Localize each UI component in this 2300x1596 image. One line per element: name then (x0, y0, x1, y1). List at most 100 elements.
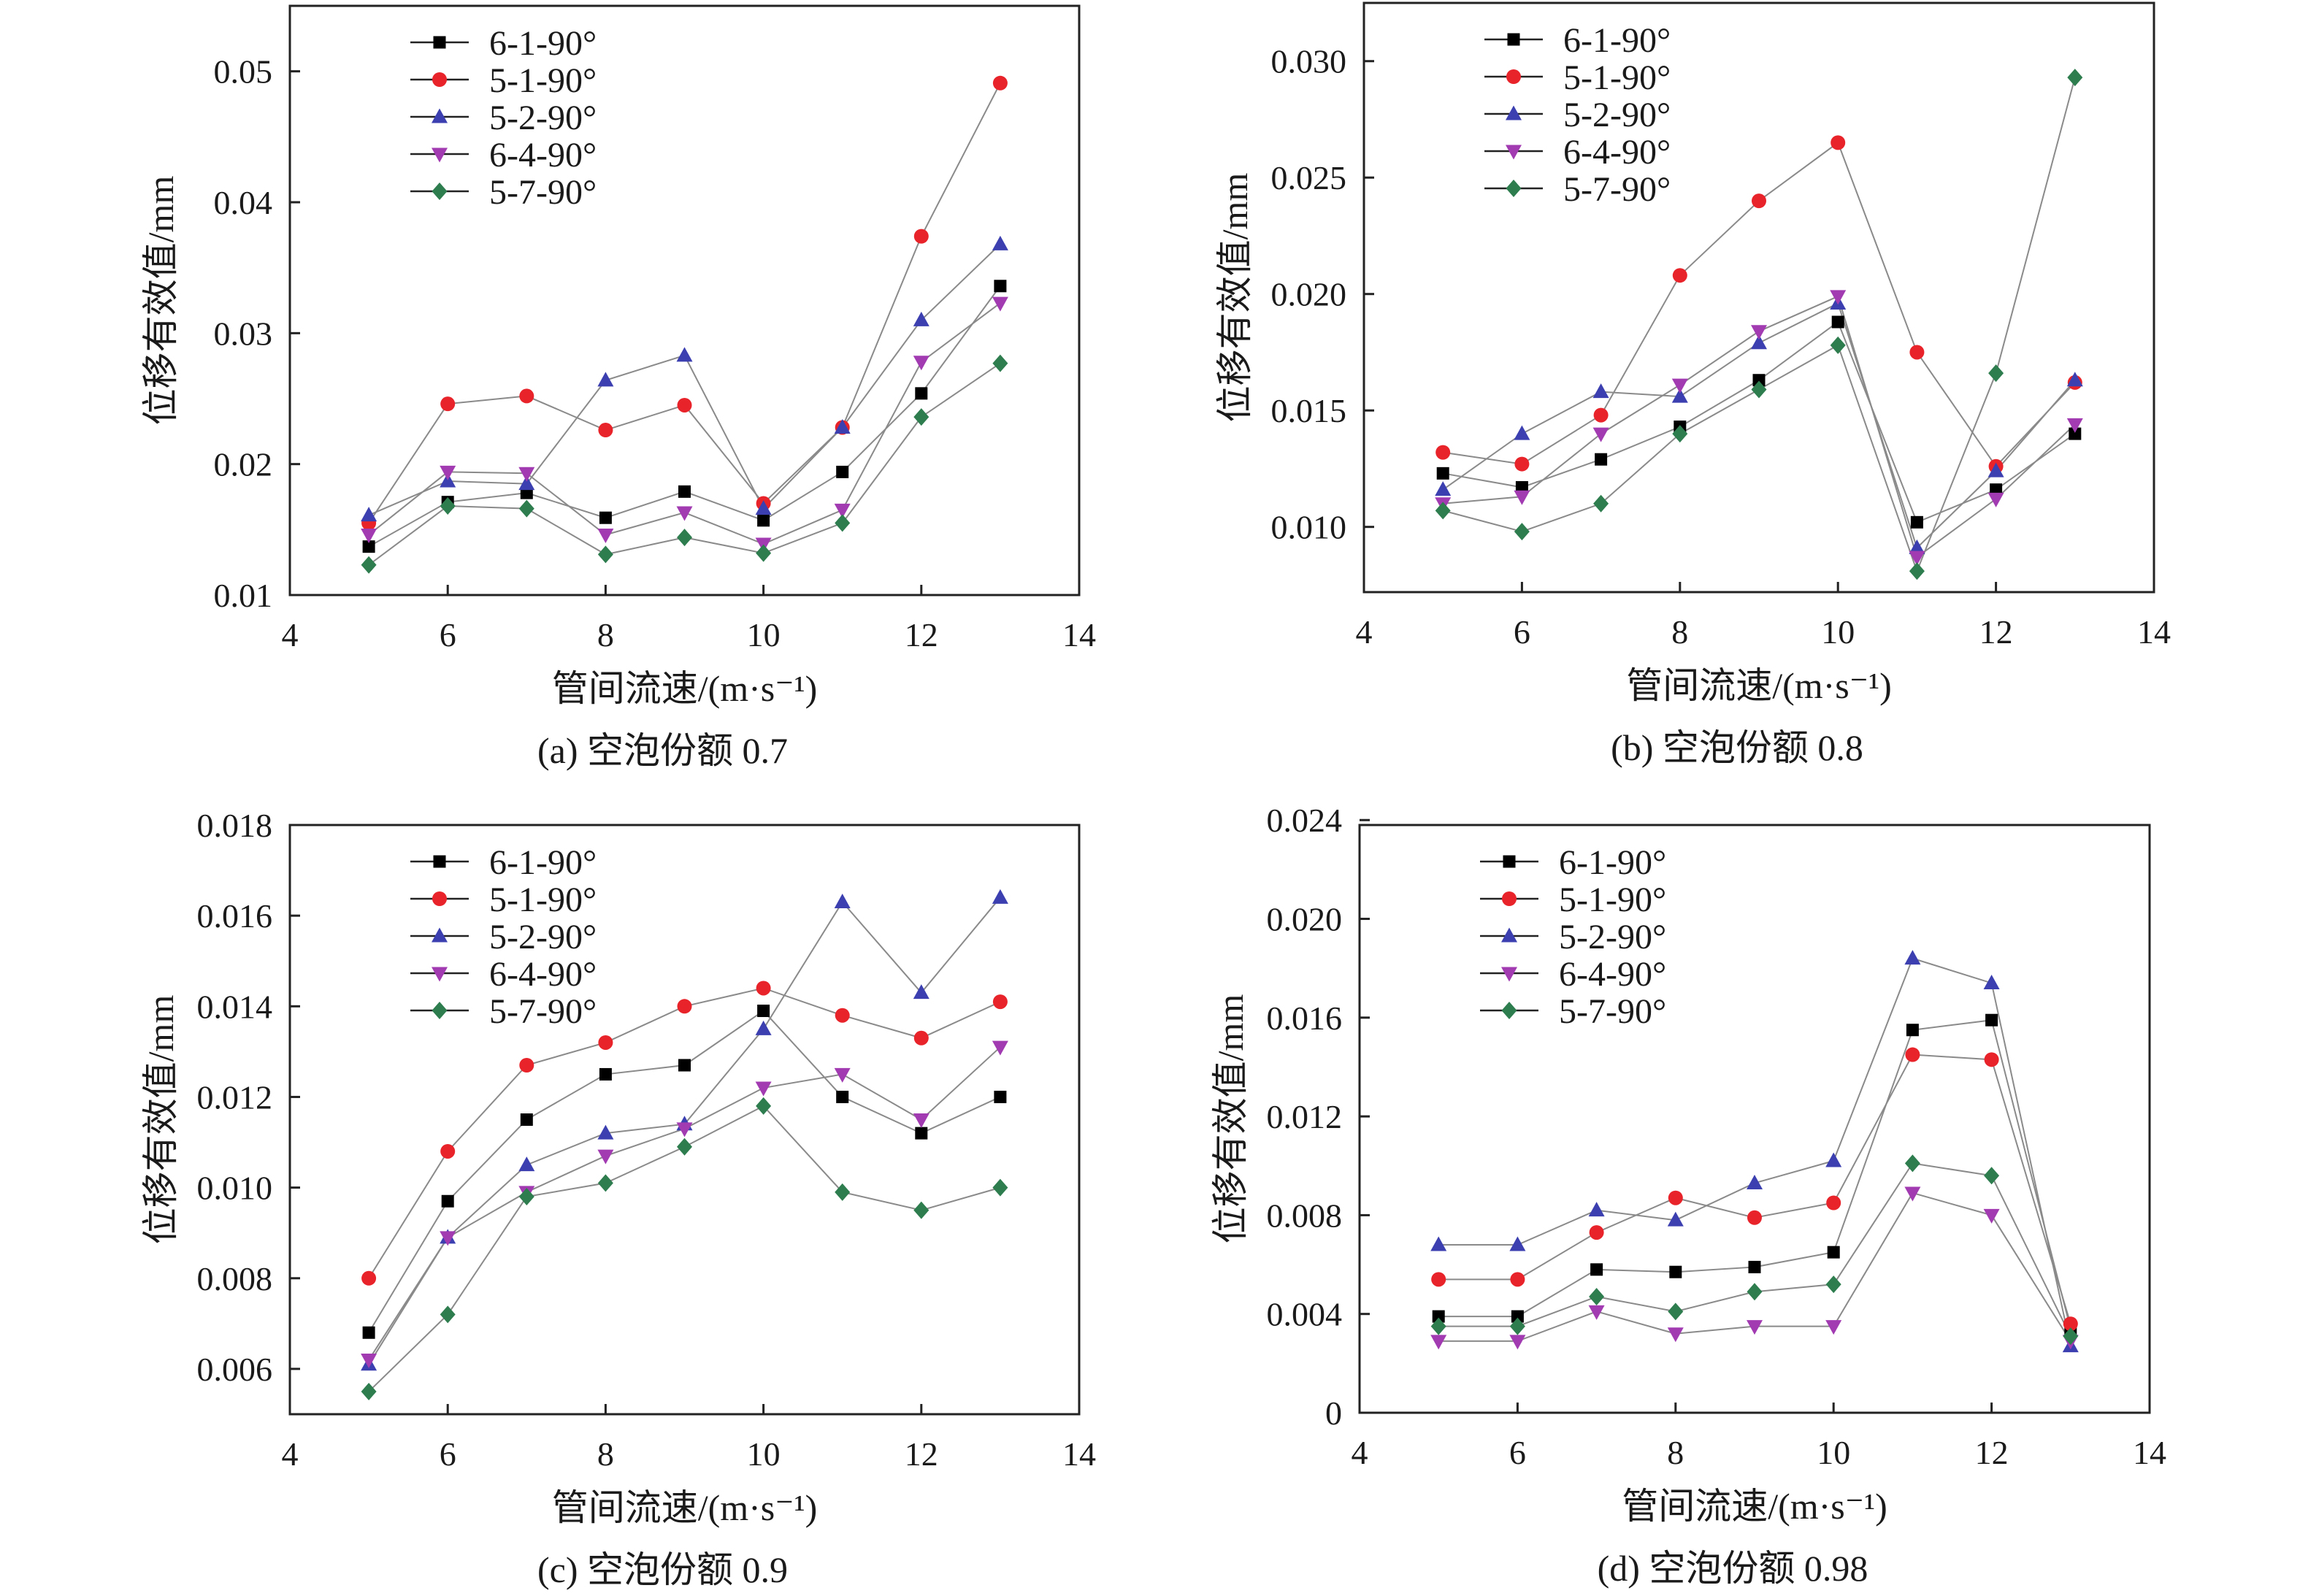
data-point (1904, 1154, 1920, 1173)
x-tick-label: 8 (1671, 613, 1688, 651)
series-line-3 (368, 1046, 1001, 1361)
legend-marker (1501, 927, 1517, 943)
data-point (756, 544, 772, 562)
data-point (913, 408, 929, 426)
series-line-0 (1438, 1019, 2071, 1330)
y-axis-label: 位移有效值/mm (140, 995, 181, 1245)
data-point (1590, 1263, 1603, 1276)
data-point (361, 1270, 377, 1286)
data-point (440, 1231, 456, 1246)
data-point (1909, 345, 1925, 360)
data-point (1990, 483, 2003, 496)
data-point (1509, 1236, 1526, 1251)
plot-frame (1358, 824, 2151, 1414)
data-point (2069, 427, 2082, 440)
data-point (994, 280, 1007, 293)
legend-label: 6-1-90° (1563, 21, 1671, 60)
data-point (1589, 1288, 1605, 1306)
data-point (756, 1097, 772, 1115)
y-tick-label: 0.03 (214, 315, 273, 352)
data-point (1668, 1302, 1684, 1321)
data-point (1432, 1310, 1445, 1323)
y-tick-label: 0.05 (214, 53, 273, 91)
data-point (1984, 1167, 2000, 1185)
data-point (597, 1124, 614, 1140)
plot-frame (288, 4, 1081, 596)
data-point (676, 347, 693, 362)
data-point (1430, 1335, 1447, 1350)
x-tick-label: 12 (905, 1435, 938, 1473)
data-point (1830, 290, 1847, 305)
data-point (756, 981, 771, 996)
data-point (1752, 193, 1766, 209)
legend-marker (1506, 105, 1522, 120)
data-point (757, 514, 770, 527)
data-point (1510, 1272, 1525, 1287)
data-point (520, 1113, 533, 1126)
x-tick-label: 10 (747, 1435, 781, 1473)
data-point (1904, 950, 1921, 965)
data-point (519, 388, 534, 404)
data-point (913, 311, 929, 326)
data-point (1906, 1024, 1919, 1037)
data-point (1983, 1208, 2000, 1224)
data-point (835, 1183, 851, 1201)
data-point (2063, 1327, 2079, 1346)
data-point (362, 540, 375, 553)
y-tick-label: 0.004 (1267, 1296, 1343, 1333)
legend-label: 5-2-90° (489, 918, 597, 956)
data-point (913, 1113, 929, 1128)
data-point (1509, 1317, 1525, 1335)
data-point (1593, 494, 1609, 513)
legend-marker (432, 108, 448, 123)
y-tick-label: 0.020 (1267, 901, 1343, 938)
data-point (1514, 490, 1530, 505)
data-point (361, 556, 377, 574)
data-point (1667, 1211, 1684, 1227)
data-point (994, 1090, 1007, 1103)
x-tick-label: 12 (1975, 1434, 2009, 1471)
data-point (1593, 407, 1609, 423)
x-tick-label: 8 (597, 616, 614, 653)
y-tick-label: 0.025 (1271, 159, 1347, 196)
data-point (599, 511, 612, 524)
panel-caption: (d) 空泡份额 0.98 (1598, 1548, 1868, 1589)
data-point (1514, 425, 1530, 440)
y-axis-label: 位移有效值/mm (1210, 994, 1251, 1244)
data-point (678, 1059, 691, 1072)
legend-marker (1506, 145, 1522, 160)
series-line-1 (368, 83, 1001, 523)
legend-marker (1506, 69, 1521, 84)
y-tick-label: 0.008 (197, 1260, 273, 1297)
x-axis-label: 管间流速/(m·s⁻¹) (552, 1487, 818, 1528)
x-tick-label: 6 (1509, 1434, 1526, 1471)
data-point (598, 423, 613, 438)
data-point (1430, 1317, 1446, 1335)
data-point (1984, 1052, 1999, 1067)
data-point (1830, 336, 1846, 354)
data-point (677, 529, 692, 547)
data-point (677, 999, 692, 1014)
data-point (1592, 383, 1609, 399)
data-point (755, 500, 772, 515)
data-point (1747, 1283, 1763, 1301)
data-point (1825, 1275, 1841, 1294)
data-point (440, 396, 456, 412)
chart-panel-2: 4 6 8 10 12 14 0.006 0.008 0.010 0.012 0.014 0.016 0… (140, 807, 1096, 1590)
y-tick-label: 0.020 (1271, 276, 1347, 313)
legend-marker (1501, 967, 1517, 982)
legend-label: 6-1-90° (1559, 843, 1666, 882)
data-point (2066, 418, 2083, 433)
y-tick-label: 0.010 (197, 1170, 273, 1207)
legend-marker (432, 183, 448, 200)
x-axis-label: 管间流速/(m·s⁻¹) (552, 668, 818, 709)
legend-marker (432, 1002, 448, 1019)
data-point (836, 1090, 849, 1103)
x-tick-label: 14 (1062, 1435, 1096, 1473)
legend-label: 6-4-90° (1559, 955, 1666, 994)
data-point (834, 894, 851, 909)
data-point (518, 1156, 535, 1172)
legend-marker (432, 967, 448, 982)
legend-label: 6-4-90° (1563, 133, 1671, 172)
